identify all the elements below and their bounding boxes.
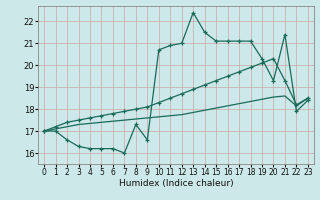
- X-axis label: Humidex (Indice chaleur): Humidex (Indice chaleur): [119, 179, 233, 188]
